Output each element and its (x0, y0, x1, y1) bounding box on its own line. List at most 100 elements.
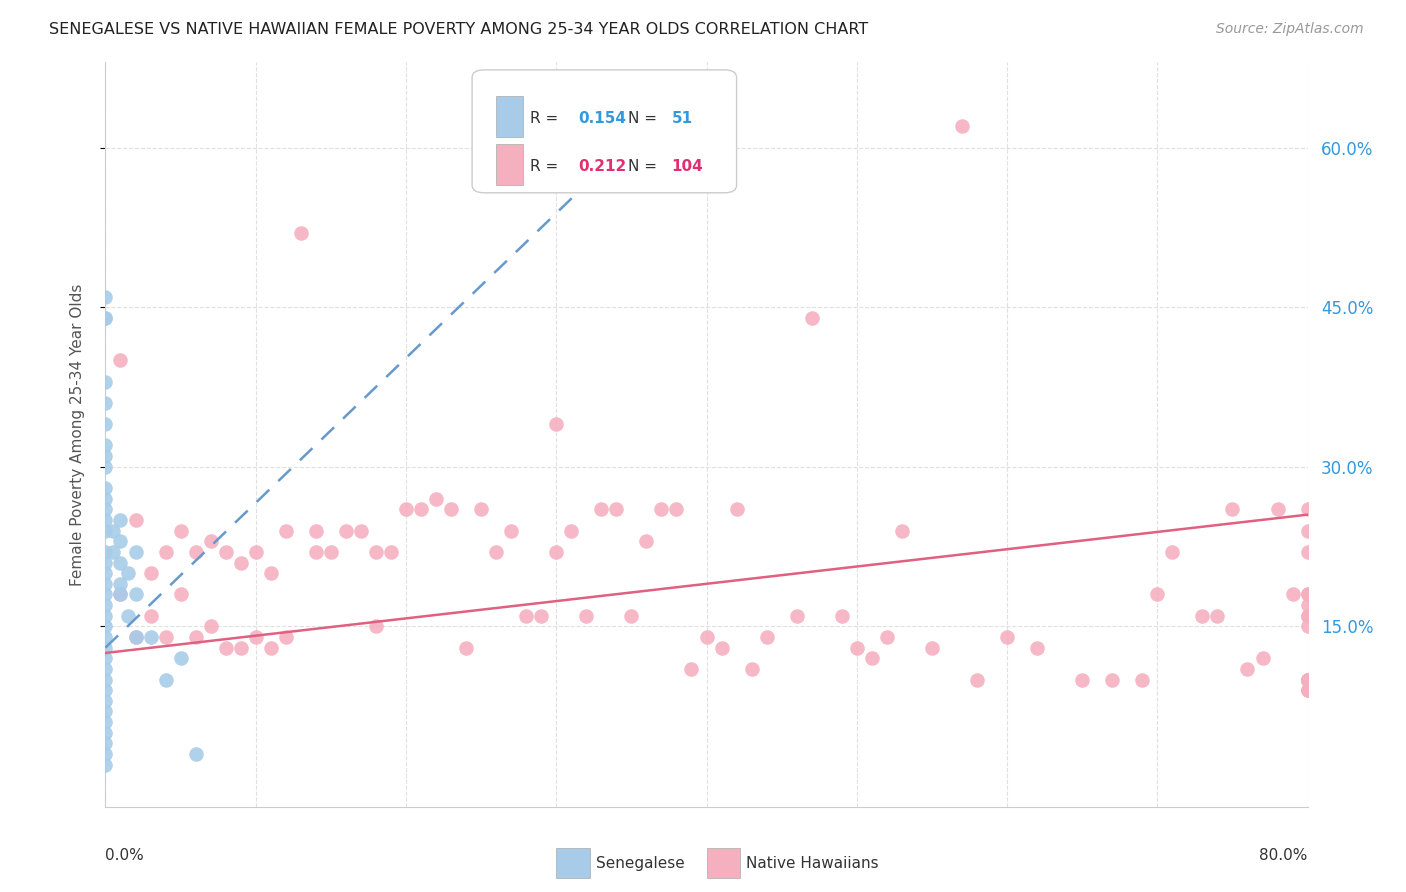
Point (139, 608, 162, 623)
Point (1296, 673, 1319, 687)
Point (1251, 651, 1274, 665)
Point (94, 630, 117, 644)
Point (350, 524, 373, 538)
Point (1296, 673, 1319, 687)
Point (470, 502, 492, 516)
Point (94, 747, 117, 761)
Point (117, 566, 139, 581)
Point (94, 673, 117, 687)
Point (290, 226, 312, 240)
Point (94, 524, 117, 538)
Point (94, 598, 117, 612)
Point (1296, 619, 1319, 633)
Point (1296, 673, 1319, 687)
Point (94, 608, 117, 623)
Point (546, 545, 568, 559)
Point (94, 417, 117, 432)
Point (94, 577, 117, 591)
Point (921, 640, 943, 655)
Point (229, 640, 252, 655)
Text: SENEGALESE VS NATIVE HAWAIIAN FEMALE POVERTY AMONG 25-34 YEAR OLDS CORRELATION C: SENEGALESE VS NATIVE HAWAIIAN FEMALE POV… (49, 22, 869, 37)
Point (440, 502, 463, 516)
Text: 104: 104 (672, 159, 703, 174)
FancyBboxPatch shape (496, 145, 523, 186)
Point (110, 587, 132, 601)
Point (124, 513, 146, 527)
Point (1161, 545, 1184, 559)
Point (94, 481, 117, 495)
Point (1191, 608, 1213, 623)
Text: □: □ (564, 853, 585, 873)
Point (200, 619, 222, 633)
Point (117, 608, 139, 623)
Point (395, 502, 418, 516)
Point (94, 694, 117, 708)
Point (1296, 673, 1319, 687)
Point (1296, 673, 1319, 687)
Point (124, 630, 146, 644)
Point (1296, 608, 1319, 623)
Point (139, 630, 162, 644)
Point (274, 524, 297, 538)
FancyBboxPatch shape (557, 848, 591, 878)
Point (94, 375, 117, 389)
Text: Source: ZipAtlas.com: Source: ZipAtlas.com (1216, 22, 1364, 37)
Point (110, 353, 132, 368)
Point (94, 438, 117, 452)
Point (101, 524, 124, 538)
Text: N =: N = (628, 159, 662, 174)
Point (364, 545, 387, 559)
Point (1296, 683, 1319, 698)
Text: 51: 51 (672, 111, 693, 126)
Point (1296, 587, 1319, 601)
Point (94, 705, 117, 719)
Text: 80.0%: 80.0% (1260, 848, 1308, 863)
Point (860, 651, 883, 665)
Point (530, 608, 553, 623)
Point (1146, 587, 1168, 601)
Point (169, 524, 191, 538)
Point (995, 630, 1018, 644)
Point (725, 502, 748, 516)
Point (665, 502, 688, 516)
Point (94, 662, 117, 676)
Point (124, 545, 146, 559)
Point (94, 545, 117, 559)
Point (1296, 545, 1319, 559)
Point (94, 651, 117, 665)
Point (1267, 502, 1289, 516)
Text: R =: R = (530, 111, 562, 126)
Point (94, 736, 117, 750)
Point (710, 640, 733, 655)
Point (380, 545, 402, 559)
Point (305, 545, 328, 559)
Point (94, 502, 117, 516)
Point (245, 630, 267, 644)
Point (546, 417, 568, 432)
Point (575, 608, 598, 623)
Point (1281, 587, 1303, 601)
Point (485, 545, 508, 559)
Point (229, 556, 252, 570)
Point (650, 502, 672, 516)
Point (591, 502, 613, 516)
Point (786, 608, 808, 623)
Point (94, 556, 117, 570)
Point (260, 640, 283, 655)
Point (94, 726, 117, 740)
Point (364, 619, 387, 633)
Point (155, 545, 177, 559)
Point (169, 651, 191, 665)
Point (605, 502, 627, 516)
Point (124, 630, 146, 644)
Point (1296, 673, 1319, 687)
Point (169, 587, 191, 601)
Point (831, 608, 853, 623)
Point (184, 545, 207, 559)
Point (94, 310, 117, 325)
Point (425, 491, 447, 506)
Point (1296, 683, 1319, 698)
Point (94, 513, 117, 527)
Point (94, 587, 117, 601)
Point (319, 545, 342, 559)
